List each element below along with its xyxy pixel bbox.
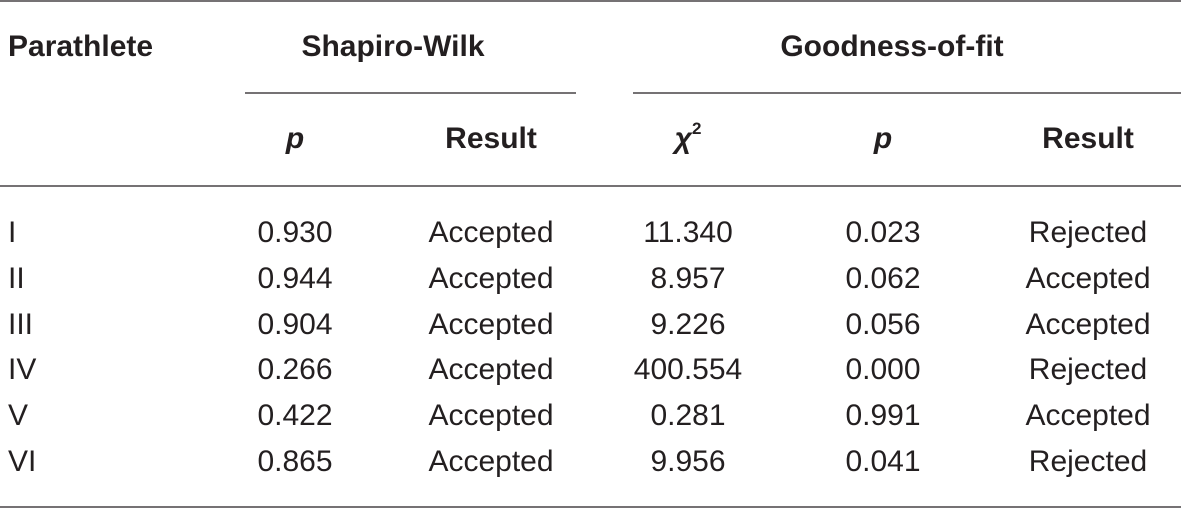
row-label: IV: [8, 353, 36, 386]
column-header: p: [285, 122, 304, 155]
cell: Rejected: [1029, 445, 1147, 478]
header-text: p: [285, 122, 304, 155]
header-text: Result: [445, 122, 537, 155]
column-header: Result: [1042, 122, 1134, 155]
header-text: χ: [672, 122, 694, 155]
cell: Accepted: [1025, 308, 1150, 341]
cell: Rejected: [1029, 353, 1147, 386]
cell: 11.340: [643, 216, 733, 249]
cell: 0.266: [257, 353, 332, 386]
column-header: χ2: [672, 119, 702, 154]
cell: 0.023: [845, 216, 920, 249]
cell: 0.865: [257, 445, 332, 478]
cell: 0.056: [845, 308, 920, 341]
row-label: V: [8, 399, 28, 432]
header-text: p: [873, 122, 892, 155]
cell: 8.957: [650, 262, 725, 295]
cell: 0.062: [845, 262, 920, 295]
group-header: Goodness-of-fit: [780, 30, 1003, 63]
cell: Accepted: [428, 262, 553, 295]
cell: 0.904: [257, 308, 332, 341]
cell: Accepted: [428, 445, 553, 478]
cell: 0.991: [845, 399, 920, 432]
cell: 0.944: [257, 262, 332, 295]
row-label: II: [8, 262, 25, 295]
cell: Rejected: [1029, 216, 1147, 249]
cell: 0.000: [845, 353, 920, 386]
cell: 0.422: [257, 399, 332, 432]
row-label: I: [8, 216, 16, 249]
cell: Accepted: [428, 353, 553, 386]
cell: 0.930: [257, 216, 332, 249]
cell: Accepted: [428, 308, 553, 341]
cell: Accepted: [428, 399, 553, 432]
header-text: Result: [1042, 122, 1134, 155]
cell: 9.956: [650, 445, 725, 478]
column-header: p: [873, 122, 892, 155]
cell: 400.554: [634, 353, 742, 386]
group-header: Shapiro-Wilk: [301, 30, 484, 63]
row-label: III: [8, 308, 33, 341]
group-header: Parathlete: [8, 30, 153, 63]
column-header: Result: [445, 122, 537, 155]
row-label: VI: [8, 445, 36, 478]
cell: 0.041: [845, 445, 920, 478]
cell: 9.226: [650, 308, 725, 341]
cell: Accepted: [1025, 262, 1150, 295]
cell: Accepted: [428, 216, 553, 249]
cell: Accepted: [1025, 399, 1150, 432]
cell: 0.281: [650, 399, 725, 432]
header-superscript: 2: [692, 119, 701, 138]
